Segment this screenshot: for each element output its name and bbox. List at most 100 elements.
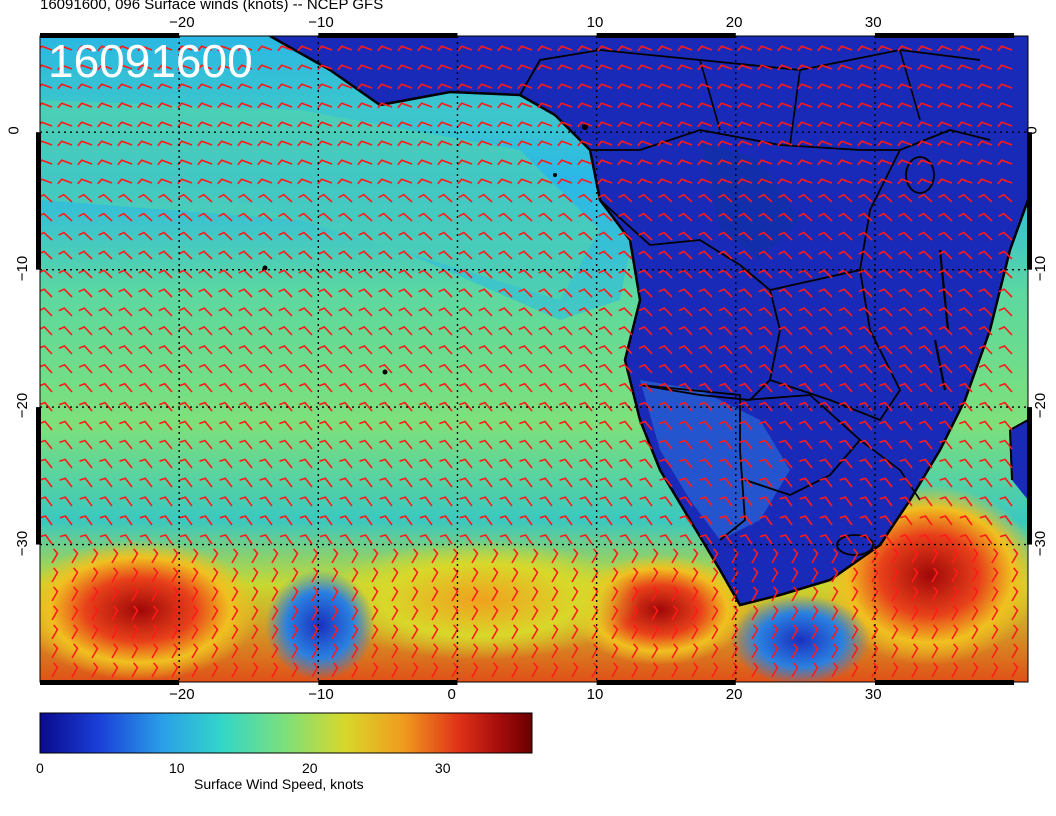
wind-barb (911, 548, 919, 564)
wind-barb (399, 420, 413, 431)
wind-barb (351, 643, 359, 659)
wind-barb (738, 269, 753, 279)
wind-barb (491, 567, 499, 583)
wind-barb (717, 178, 733, 185)
wind-barb (837, 121, 853, 128)
wind-barb (40, 458, 53, 469)
wind-barb (658, 212, 673, 222)
wind-barb (818, 344, 833, 355)
wind-barb (957, 64, 973, 71)
wind-barb (777, 83, 793, 90)
wind-barb (991, 548, 999, 564)
wind-barb (891, 586, 899, 602)
wind-barb (898, 193, 913, 203)
wind-barb (898, 401, 913, 412)
wind-barb (178, 401, 193, 412)
wind-barb (40, 159, 53, 165)
lat-tick-label-left: 0 (5, 126, 23, 135)
wind-barb (291, 643, 299, 659)
wind-barb (877, 178, 893, 185)
wind-barb (851, 662, 859, 678)
wind-barb (897, 45, 913, 52)
wind-barb (159, 515, 173, 526)
wind-barb (319, 477, 333, 488)
wind-barb (877, 159, 893, 166)
wind-barb (779, 458, 793, 469)
wind-barb (478, 212, 493, 222)
wind-barb (679, 534, 693, 545)
wind-barb (857, 121, 873, 128)
wind-barb (638, 212, 653, 222)
wind-barb (618, 231, 633, 241)
wind-barb (158, 212, 173, 222)
wind-barb (611, 586, 619, 602)
wind-barb (277, 83, 293, 90)
wind-barb (737, 121, 753, 128)
wind-barb (338, 269, 353, 279)
wind-barb (499, 458, 513, 469)
wind-barb (317, 45, 333, 52)
wind-barb (218, 193, 233, 203)
wind-barb (578, 307, 593, 317)
wind-barb (499, 477, 513, 488)
wind-barb (371, 548, 379, 564)
wind-barb (151, 548, 159, 564)
wind-barb (218, 344, 233, 355)
colorbar-tick-label: 0 (36, 760, 44, 776)
wind-barb (658, 326, 673, 336)
wind-barb (837, 45, 853, 52)
wind-barb (271, 624, 279, 640)
wind-barb (759, 420, 773, 431)
wind-barb (238, 288, 253, 298)
wind-barb (991, 605, 999, 621)
wind-barb (298, 382, 313, 393)
wind-barb (78, 250, 93, 260)
wind-barb (271, 567, 279, 583)
frame-bar (874, 680, 1015, 685)
wind-barb (219, 420, 233, 431)
wind-barb (571, 624, 579, 640)
wind-barb (437, 45, 453, 52)
lat-tick-label-left: −30 (14, 530, 32, 556)
wind-barb (371, 643, 379, 659)
wind-barb (958, 307, 973, 317)
wind-barb (258, 363, 273, 374)
wind-barb (391, 624, 399, 640)
wind-barb (639, 515, 653, 526)
wind-barb (239, 496, 253, 507)
wind-barb (837, 159, 853, 166)
wind-barb (899, 439, 913, 450)
wind-barb (951, 643, 959, 659)
lon-tick-label-top: −20 (169, 14, 195, 31)
wind-barb (638, 344, 653, 355)
wind-barb (77, 159, 93, 166)
wind-barb (559, 496, 573, 507)
wind-barb (537, 159, 553, 166)
wind-barb (359, 515, 373, 526)
wind-barb (91, 567, 99, 583)
wind-barb (198, 193, 213, 203)
wind-barb (978, 344, 993, 355)
wind-barb (617, 45, 633, 52)
wind-barb (899, 458, 913, 469)
wind-barb (398, 382, 413, 393)
wind-barb (717, 140, 733, 147)
wind-barb (679, 515, 693, 526)
wind-barb (398, 193, 413, 203)
wind-barb (811, 662, 819, 678)
wind-barb (338, 326, 353, 336)
wind-barb (458, 344, 473, 355)
wind-barb (771, 586, 779, 602)
wind-barb (378, 401, 393, 412)
wind-barb (958, 382, 973, 393)
wind-barb (858, 212, 873, 222)
wind-barb (119, 496, 133, 507)
wind-barb (177, 102, 193, 109)
wind-barb (738, 212, 753, 222)
wind-barb (659, 420, 673, 431)
lon-tick-label-top: 30 (864, 14, 882, 31)
wind-barb (879, 477, 893, 488)
wind-barb (938, 307, 953, 317)
wind-barb (198, 382, 213, 393)
wind-barb (759, 534, 773, 545)
